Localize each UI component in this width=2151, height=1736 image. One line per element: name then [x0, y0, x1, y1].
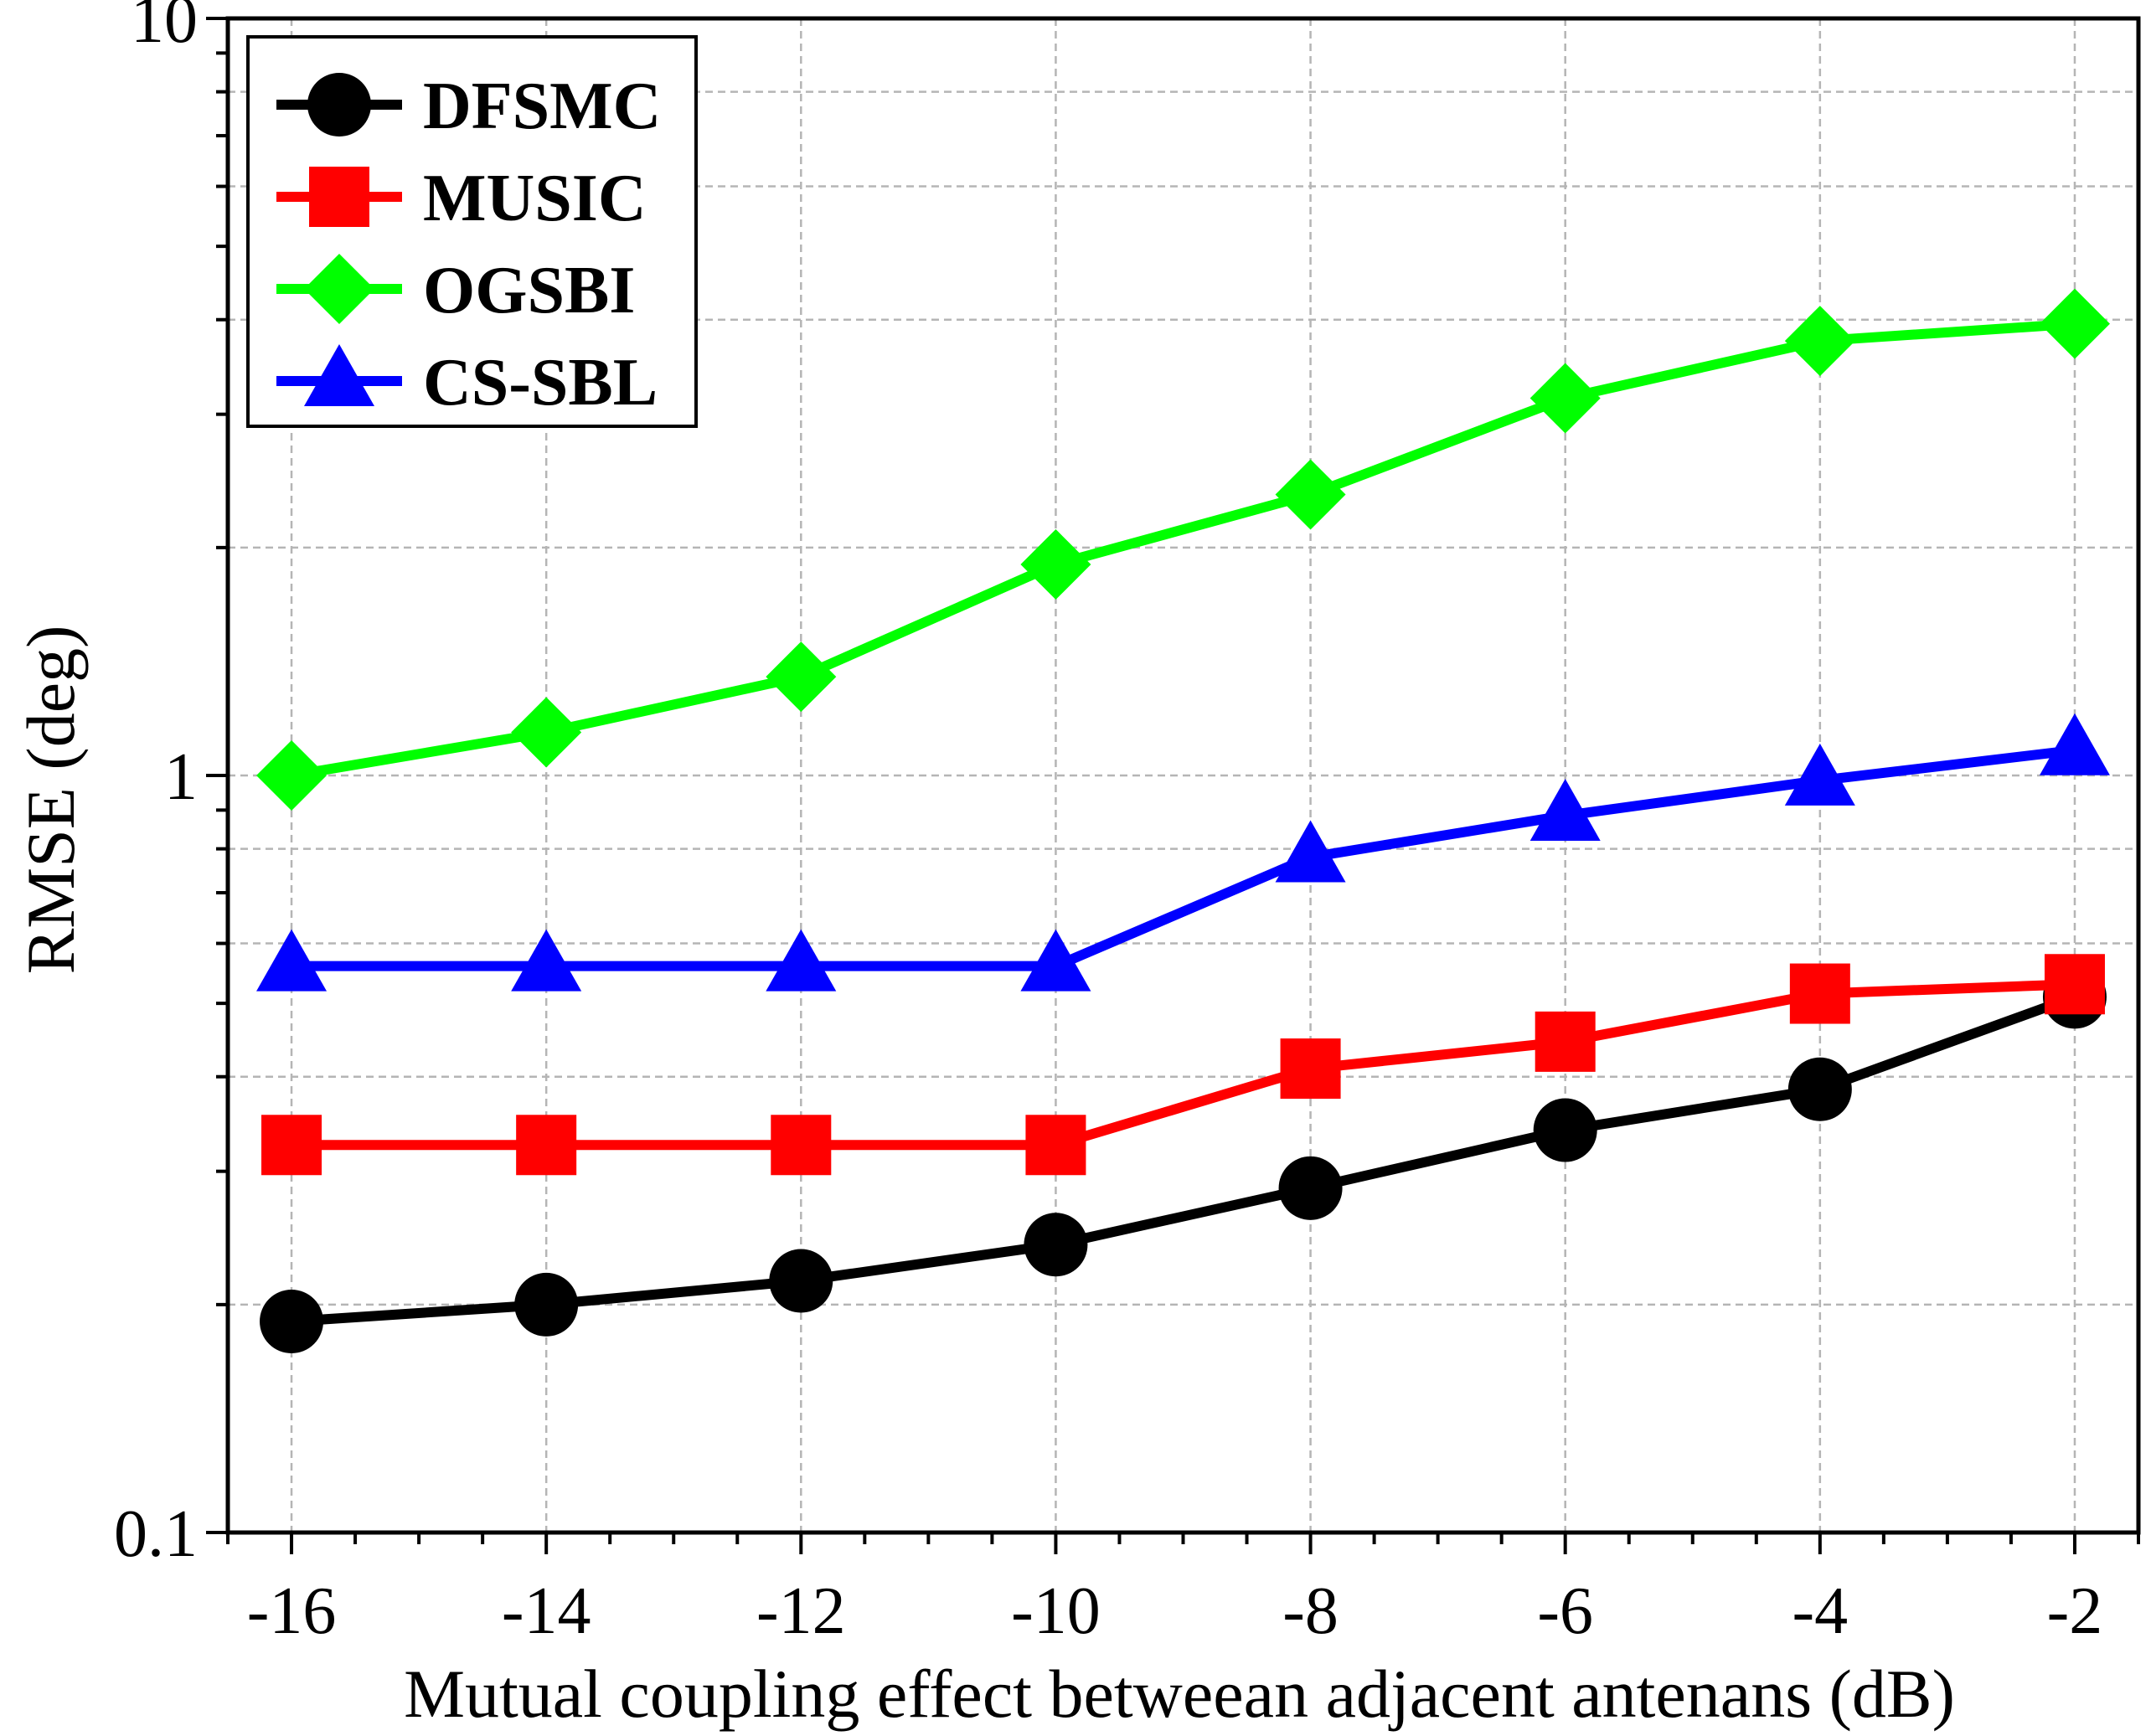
x-tick-label: -6	[1537, 1574, 1593, 1648]
data-point-dfsmc	[1278, 1156, 1343, 1220]
x-tick-label: -14	[502, 1574, 591, 1648]
data-point-music	[1025, 1115, 1086, 1176]
data-point-dfsmc	[260, 1290, 324, 1354]
legend-marker	[304, 254, 374, 324]
data-point-ogsbi	[1275, 459, 1346, 530]
data-point-music	[516, 1115, 577, 1176]
x-tick-label: -4	[1792, 1574, 1849, 1648]
legend-marker	[307, 73, 371, 137]
data-point-ogsbi	[1529, 363, 1601, 434]
x-tick-label: -2	[2047, 1574, 2103, 1648]
data-point-music	[1789, 963, 1850, 1024]
series-line-cs-sbl	[291, 744, 2076, 971]
y-tick-label: 0.1	[114, 1497, 198, 1571]
y-tick-label: 1	[164, 740, 198, 814]
legend-label: MUSIC	[423, 162, 647, 235]
legend-entry-dfsmc: DFSMC	[276, 70, 661, 143]
data-point-ogsbi	[766, 641, 837, 713]
axes	[206, 16, 2141, 1554]
legend-entry-ogsbi: OGSBI	[276, 254, 635, 327]
legend-entry-cs-sbl: CS-SBL	[276, 344, 658, 420]
tick-labels: -16 -14 -12 -10 -8 -6 -4 -2 0.1 1 10	[114, 0, 2102, 1648]
series-cs-sbl	[256, 713, 2110, 992]
x-tick-label: -10	[1011, 1574, 1101, 1648]
series-line-dfsmc	[291, 992, 2077, 1326]
data-point-cs-sbl	[256, 929, 328, 992]
data-point-dfsmc	[1024, 1213, 1088, 1277]
data-point-dfsmc	[1533, 1098, 1597, 1162]
data-point-cs-sbl	[1784, 743, 1855, 806]
data-point-ogsbi	[511, 697, 582, 768]
data-point-cs-sbl	[1275, 820, 1346, 883]
data-point-music	[2044, 954, 2105, 1015]
data-point-music	[261, 1115, 322, 1176]
legend-label: DFSMC	[423, 70, 661, 143]
data-point-music	[771, 1115, 832, 1176]
x-axis-title: Mutual coupling effect betweean adjacent…	[404, 1656, 1955, 1732]
data-point-cs-sbl	[1529, 778, 1601, 841]
legend-label: CS-SBL	[423, 346, 658, 420]
series-group	[256, 288, 2110, 1354]
y-axis-title: RMSE (deg)	[13, 626, 89, 975]
data-point-ogsbi	[1020, 529, 1091, 600]
legend-entry-music: MUSIC	[276, 162, 647, 235]
data-point-cs-sbl	[1020, 929, 1091, 992]
x-tick-label: -12	[756, 1574, 846, 1648]
x-tick-label: -16	[247, 1574, 337, 1648]
data-point-cs-sbl	[511, 929, 582, 992]
series-ogsbi	[256, 288, 2110, 811]
data-point-music	[1280, 1038, 1341, 1100]
legend: DFSMC MUSIC OGSBI CS-SBL	[246, 35, 698, 428]
series-line-music	[291, 979, 2076, 1151]
data-point-music	[1535, 1011, 1596, 1072]
x-tick-label: -8	[1282, 1574, 1339, 1648]
series-line-ogsbi	[291, 318, 2076, 780]
legend-marker	[304, 344, 374, 406]
data-point-ogsbi	[1784, 306, 1855, 377]
series-music	[261, 954, 2105, 1176]
y-tick-label: 10	[131, 0, 198, 57]
data-point-ogsbi	[256, 740, 328, 811]
data-point-dfsmc	[1787, 1057, 1852, 1121]
data-point-ogsbi	[2039, 288, 2110, 359]
data-point-dfsmc	[514, 1272, 579, 1337]
data-point-cs-sbl	[766, 929, 837, 992]
legend-label: OGSBI	[423, 254, 635, 327]
legend-marker	[309, 167, 369, 227]
data-point-dfsmc	[769, 1249, 833, 1313]
data-point-cs-sbl	[2039, 713, 2110, 775]
